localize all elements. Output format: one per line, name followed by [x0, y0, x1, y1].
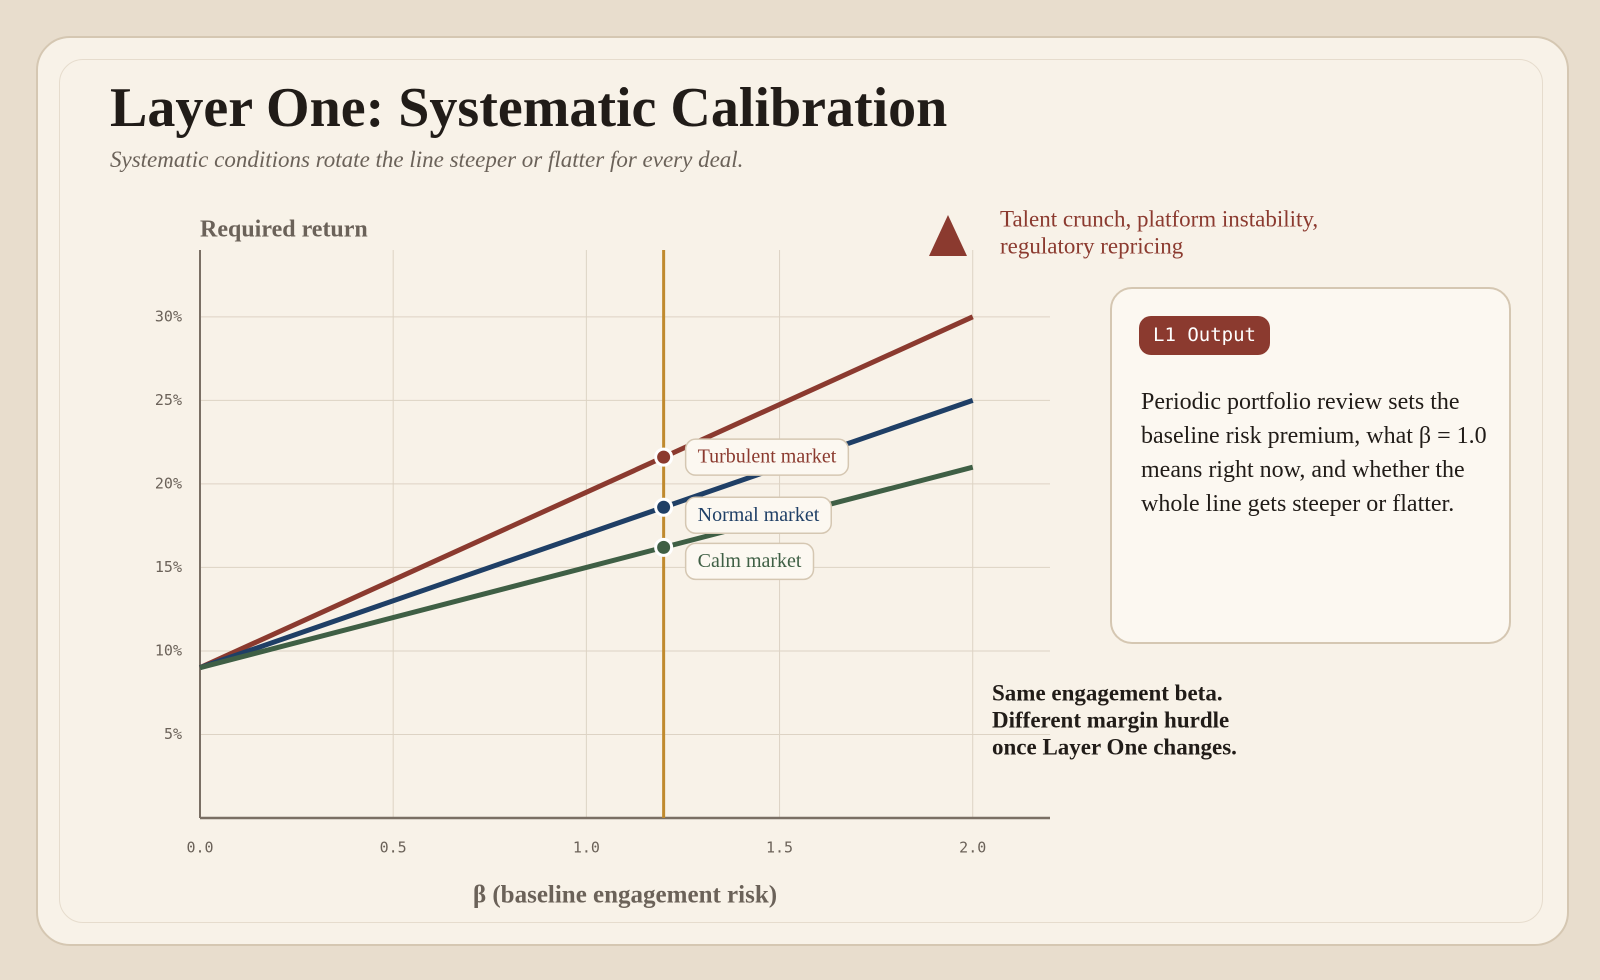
point: [654, 497, 674, 517]
title: Layer One: Systematic Calibration: [110, 77, 948, 139]
card-body: Periodic portfolio review sets the basel…: [1141, 389, 1487, 517]
x-tick-label: 1.5: [766, 839, 793, 857]
badge: L1 Output: [1139, 316, 1270, 355]
y-axis-label: Required return: [200, 217, 368, 243]
callout: Same engagement beta.: [992, 680, 1223, 705]
panel-inner: [59, 59, 1543, 923]
point: [654, 447, 674, 467]
series-label-box: [684, 438, 850, 476]
x-tick-label: 2.0: [959, 839, 986, 857]
x-tick-label: 0.0: [186, 839, 213, 857]
y-tick-label: 30%: [155, 307, 182, 325]
y-tick-label: 15%: [155, 558, 182, 576]
y-tick-label: 5%: [164, 725, 182, 743]
shock-icon: [929, 215, 967, 256]
y-tick-label: 20%: [155, 474, 182, 492]
series-label: Turbulent market: [698, 446, 837, 468]
series-label-box: [684, 542, 815, 581]
annotation: regulatory repricing: [1000, 233, 1184, 258]
series-label: Normal market: [698, 504, 820, 526]
x-axis-label: β (baseline engagement risk): [473, 882, 777, 909]
output-card: L1 Output Periodic portfolio review sets…: [1110, 287, 1511, 644]
series-label-box: [684, 496, 833, 535]
y-tick-label: 25%: [155, 391, 182, 409]
annotation: Talent crunch, platform instability,: [1000, 206, 1318, 231]
callout: once Layer One changes.: [992, 734, 1237, 759]
y-tick-label: 10%: [155, 641, 182, 659]
callout: Different margin hurdle: [992, 707, 1229, 732]
point: [654, 537, 674, 557]
subtitle: Systematic conditions rotate the line st…: [110, 147, 744, 172]
series-label: Calm market: [698, 550, 802, 572]
x-tick-label: 0.5: [380, 839, 407, 857]
x-tick-label: 1.0: [573, 839, 600, 857]
